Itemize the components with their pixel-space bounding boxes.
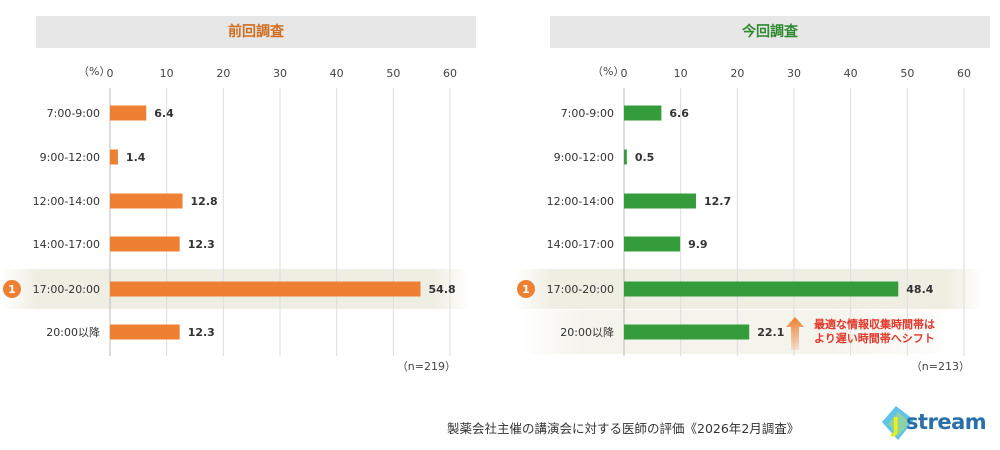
rank-badge: [3, 280, 21, 298]
x-tick-label: 40: [330, 67, 344, 80]
annotation-text: 最適な情報収集時間帯は: [814, 317, 935, 331]
logo-text: stream: [906, 410, 987, 434]
category-label: 17:00-20:00: [547, 283, 614, 296]
category-label: 9:00-12:00: [40, 151, 100, 164]
data-label: 9.9: [688, 238, 708, 251]
rank-badge-label: 1: [522, 283, 530, 296]
unit-label: （%）: [78, 65, 110, 78]
bar-chart-previous: 0 10 20 30 40 50 60 （%） 7:00-9:00 6.4 9:00-12:00 1.…: [0, 65, 470, 373]
category-label: 7:00-9:00: [561, 107, 614, 120]
category-label: 9:00-12:00: [554, 151, 614, 164]
data-label: 54.8: [429, 283, 456, 296]
logo-mark-icon: J: [882, 406, 914, 440]
bar: [110, 149, 118, 165]
unit-label: （%）: [592, 65, 624, 78]
data-label: 12.3: [188, 238, 215, 251]
bar: [110, 105, 147, 121]
data-label: 48.4: [906, 283, 933, 296]
category-label: 14:00-17:00: [547, 238, 614, 251]
category-label: 12:00-14:00: [33, 195, 100, 208]
bar-chart-current: 0 10 20 30 40 50 60 （%） 7:00-9:00 6.6 9:00-12:00 0.…: [514, 65, 984, 373]
data-label: 1.4: [126, 151, 146, 164]
sample-size-note: （n=219）: [397, 360, 456, 373]
annotation-text: より遅い時間帯へシフト: [814, 331, 935, 345]
footer-caption: 製薬会社主催の講演会に対する医師の評価《2026年2月調査》: [447, 421, 800, 436]
chart-title: 今回調査: [550, 16, 990, 48]
up-arrow-icon: [786, 317, 804, 350]
bar: [110, 236, 180, 252]
bar: [624, 105, 662, 121]
bar: [110, 281, 421, 297]
data-label: 0.5: [635, 151, 655, 164]
chart-title: 前回調査: [36, 16, 476, 48]
x-tick-label: 0: [621, 67, 628, 80]
category-label: 14:00-17:00: [33, 238, 100, 251]
x-tick-label: 60: [957, 67, 971, 80]
category-label: 17:00-20:00: [33, 283, 100, 296]
bar: [624, 236, 681, 252]
x-tick-label: 20: [730, 67, 744, 80]
x-tick-label: 40: [844, 67, 858, 80]
data-label: 12.7: [704, 195, 731, 208]
sample-size-note: （n=213）: [911, 360, 970, 373]
x-tick-label: 10: [160, 67, 174, 80]
bar: [110, 324, 180, 340]
data-label: 22.1: [757, 326, 784, 339]
data-label: 12.3: [188, 326, 215, 339]
x-tick-label: 20: [216, 67, 230, 80]
x-tick-label: 0: [107, 67, 114, 80]
x-tick-label: 30: [787, 67, 801, 80]
x-tick-label: 50: [900, 67, 914, 80]
jstream-logo: J stream: [880, 402, 990, 444]
x-tick-label: 30: [273, 67, 287, 80]
data-label: 6.4: [154, 107, 174, 120]
x-tick-label: 10: [674, 67, 688, 80]
category-label: 20:00以降: [46, 325, 100, 339]
data-label: 12.8: [191, 195, 218, 208]
bar: [110, 193, 183, 209]
logo-initial: J: [890, 413, 899, 437]
bar: [624, 149, 627, 165]
category-label: 12:00-14:00: [547, 195, 614, 208]
category-label: 7:00-9:00: [47, 107, 100, 120]
rank-badge-label: 1: [8, 283, 16, 296]
category-label: 20:00以降: [560, 325, 614, 339]
x-tick-label: 50: [386, 67, 400, 80]
bar: [624, 324, 750, 340]
bar: [624, 281, 899, 297]
bar: [624, 193, 696, 209]
chart-panel-previous: 前回調査 0 10 20 30 40 50 60 （%） 7:00-9:00 6.4 9:00-12…: [0, 16, 476, 386]
rank-badge: [517, 280, 535, 298]
x-tick-label: 60: [443, 67, 457, 80]
data-label: 6.6: [669, 107, 689, 120]
chart-panel-current: 今回調査 0 10 20 30 40 50 60 （%） 7:00-9:00 6.6 9:00-12…: [514, 16, 990, 386]
